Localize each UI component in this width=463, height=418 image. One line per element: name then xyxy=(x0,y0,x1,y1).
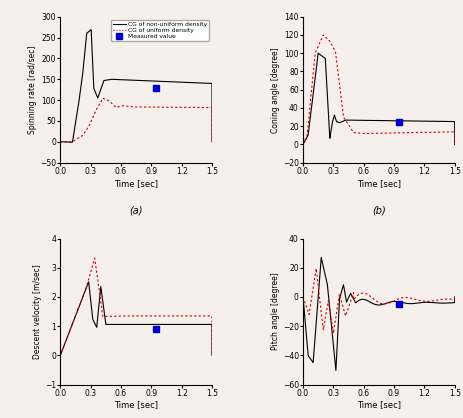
Y-axis label: Pitch angle [degree]: Pitch angle [degree] xyxy=(270,273,279,350)
Text: (a): (a) xyxy=(129,206,143,216)
Y-axis label: Spinning rate [rad/sec]: Spinning rate [rad/sec] xyxy=(28,46,37,134)
X-axis label: Time [sec]: Time [sec] xyxy=(356,400,400,410)
X-axis label: Time [sec]: Time [sec] xyxy=(114,400,158,410)
Y-axis label: Descent velocity [m/sec]: Descent velocity [m/sec] xyxy=(33,264,42,359)
Y-axis label: Coning angle [degree]: Coning angle [degree] xyxy=(270,47,280,133)
X-axis label: Time [sec]: Time [sec] xyxy=(114,178,158,188)
Text: (b): (b) xyxy=(371,206,385,216)
X-axis label: Time [sec]: Time [sec] xyxy=(356,178,400,188)
Legend: CG of non-uniform density, CG of uniform density, Measured value: CG of non-uniform density, CG of uniform… xyxy=(111,20,208,41)
